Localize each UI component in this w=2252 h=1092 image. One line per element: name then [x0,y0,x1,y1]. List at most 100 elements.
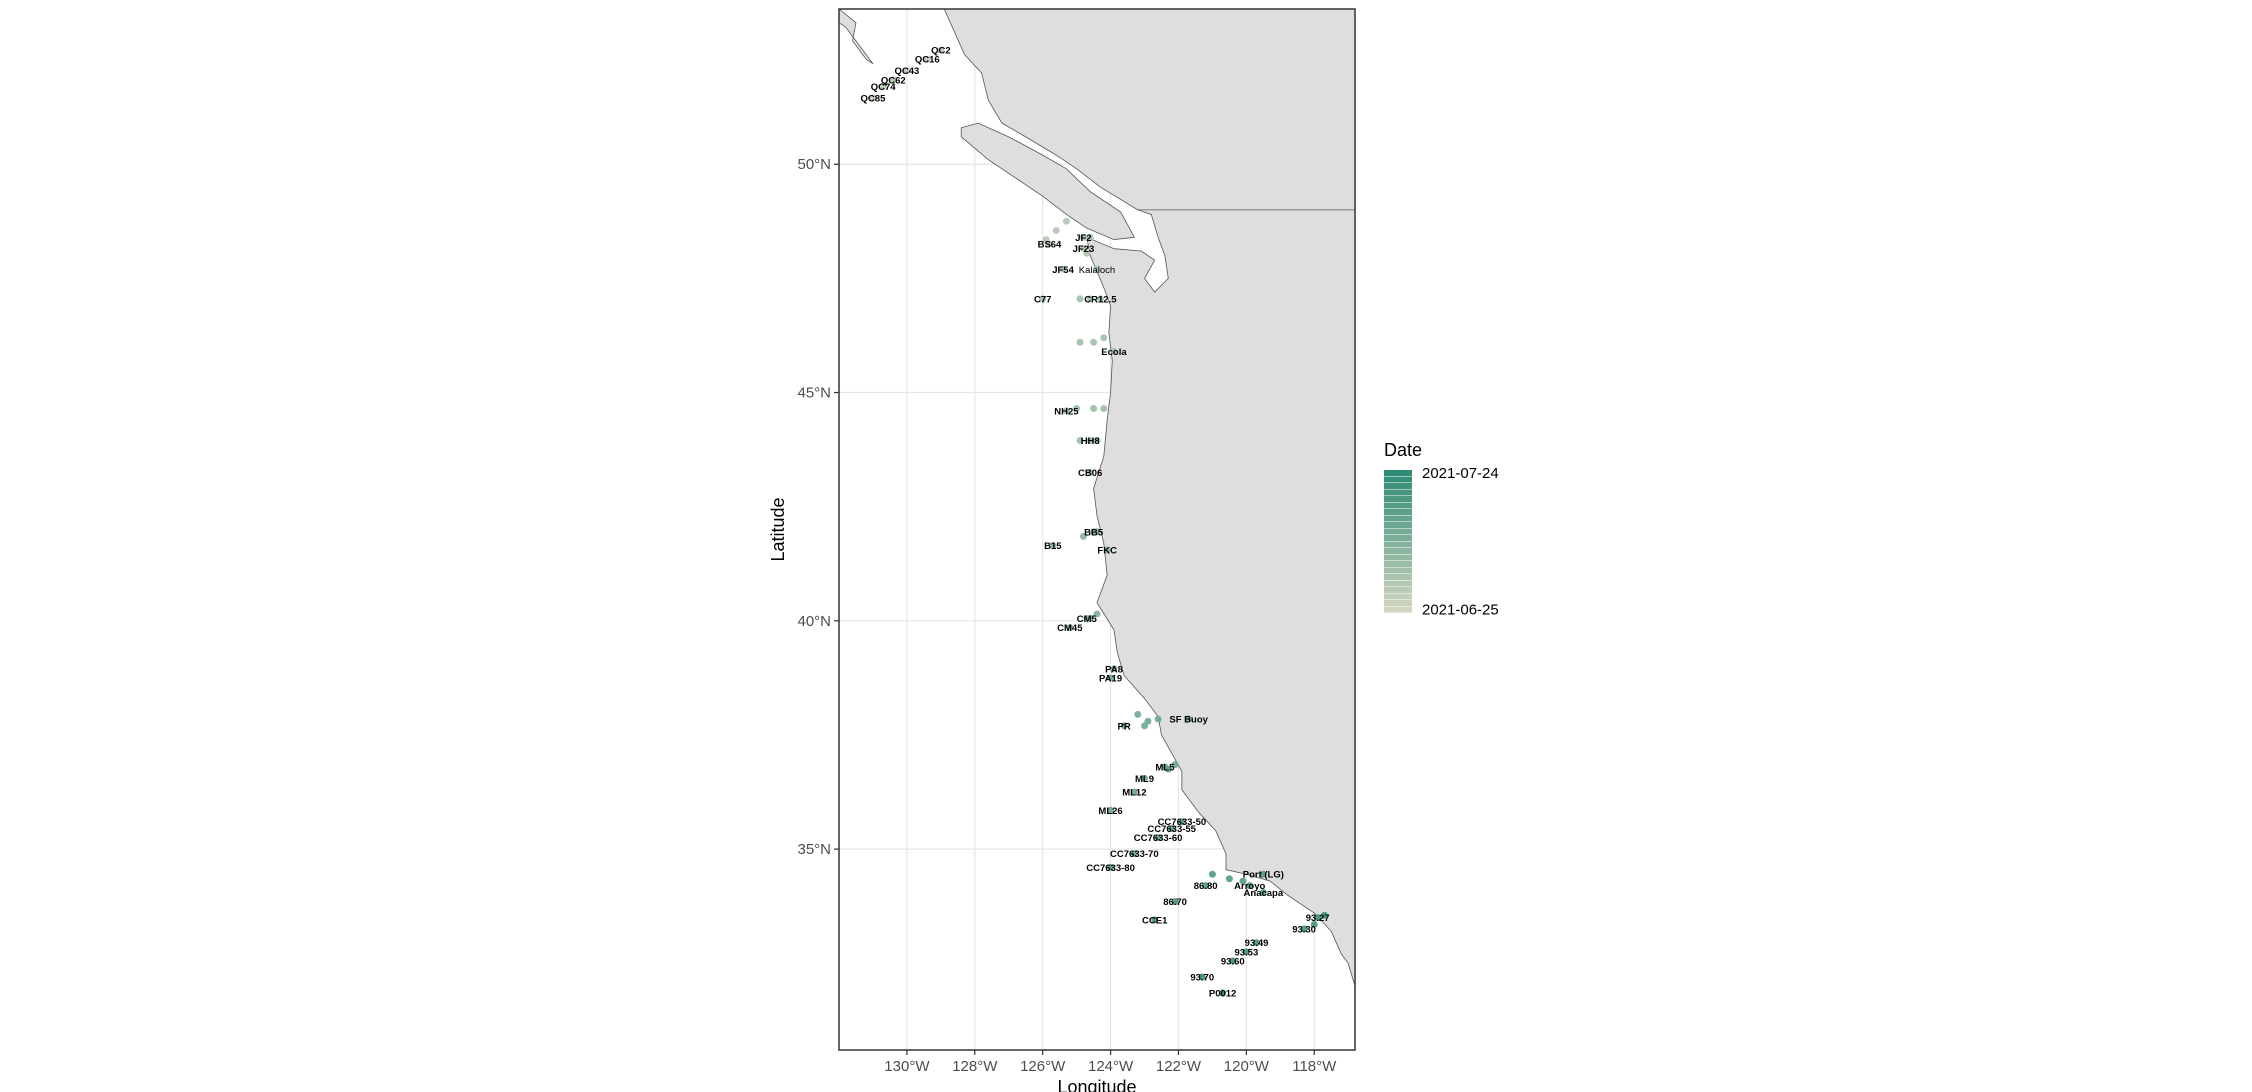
x-axis-ticks: 130°W 128°W 126°W 124°W 122°W 120°W 118°W [884,1050,1337,1075]
station-marker [1086,295,1094,303]
station-marker [879,83,887,91]
station-label: PR [1118,721,1131,732]
station-label: QC16 [915,55,940,66]
y-axis-title: Latitude [768,497,788,561]
station-marker [1161,763,1169,771]
legend-key [1384,606,1412,613]
legend-key [1384,535,1412,541]
x-tick-label: 122°W [1156,1058,1202,1075]
y-tick-label: 45°N [797,385,831,402]
legend-label-first: 2021-07-24 [1422,465,1499,482]
station-marker [1154,715,1162,723]
station-marker [1049,541,1057,549]
legend-key [1384,509,1412,515]
station-label: CC7633-50 [1158,817,1207,828]
station-marker [1208,870,1216,878]
station-marker [1185,715,1193,723]
station-marker [1090,528,1098,536]
station-marker [1239,877,1247,885]
x-tick-label: 126°W [1020,1058,1066,1075]
station-marker [1246,882,1254,890]
station-marker [1310,920,1318,928]
legend-label-last: 2021-06-25 [1422,602,1499,619]
station-marker [1120,722,1128,730]
station-marker [1093,436,1101,444]
legend-key [1384,561,1412,567]
y-tick-label: 50°N [797,156,831,173]
y-axis-ticks: 35°N 40°N 45°N 50°N [797,156,839,858]
legend-key [1384,528,1412,535]
station-label: JF23 [1073,244,1095,255]
station-marker [1107,863,1115,871]
station-marker [1151,916,1159,924]
station-label: SF Buoy [1169,714,1208,725]
station-marker [923,55,931,63]
station-label: 93.27 [1306,913,1330,924]
x-tick-label: 124°W [1088,1058,1134,1075]
station-label: QC43 [894,66,919,77]
station-label: CB06 [1078,468,1102,479]
station-marker [1229,957,1237,965]
station-marker [1086,436,1094,444]
legend-key [1384,470,1412,476]
station-label: 93.49 [1245,938,1269,949]
station-marker [1045,240,1053,248]
station-marker [1168,825,1176,833]
station-label: QC2 [931,46,951,57]
station-marker [1073,405,1081,413]
x-tick-label: 118°W [1292,1058,1337,1075]
station-marker [1110,347,1118,355]
station-label: 93.60 [1221,956,1245,967]
land-layer [838,8,1356,1050]
station-marker [1134,710,1142,718]
haida-gwaii-shape [838,8,874,65]
station-marker [1096,295,1104,303]
station-marker [1141,774,1149,782]
station-label: ML12 [1122,788,1146,799]
station-marker [1079,233,1087,241]
station-marker [1198,973,1206,981]
station-marker [1154,834,1162,842]
station-marker [1090,338,1098,346]
station-label: PA8 [1105,664,1123,675]
station-label: FKC [1097,546,1117,557]
station-label: CC7633-60 [1134,833,1183,844]
legend-key [1384,515,1412,522]
x-tick-label: 130°W [884,1058,930,1075]
station-marker [1259,888,1267,896]
mainland-shape [943,8,1356,1050]
legend-key [1384,522,1412,528]
station-marker [1130,788,1138,796]
station-label: CM45 [1057,623,1083,634]
legend-keys [1384,470,1412,613]
station-label: B15 [1044,541,1062,552]
station-marker [1062,217,1070,225]
station-label: CM5 [1077,614,1098,625]
station-label: ML26 [1098,806,1122,817]
station-marker [1076,295,1084,303]
station-label: C77 [1034,294,1051,305]
station-label: NH25 [1054,406,1079,417]
station-marker [1259,870,1267,878]
legend-key [1384,554,1412,561]
x-tick-label: 128°W [952,1058,998,1075]
station-marker [903,67,911,75]
station-marker [1314,914,1322,922]
legend-key [1384,587,1412,593]
station-marker [1107,806,1115,814]
station-marker [869,94,877,102]
station-marker [1242,948,1250,956]
legend-key [1384,496,1412,502]
x-axis-title: Longitude [1057,1077,1136,1092]
station-label: Arroyo [1234,881,1265,892]
station-marker [1093,610,1101,618]
station-label: 93.53 [1234,947,1258,958]
date-legend: Date 2021-07-24 2021-06-25 [1384,440,1499,619]
y-tick-label: 35°N [797,841,831,858]
station-marker [1076,338,1084,346]
station-label: JF54 [1052,265,1074,276]
legend-key [1384,600,1412,606]
station-label: BB5 [1084,527,1104,538]
